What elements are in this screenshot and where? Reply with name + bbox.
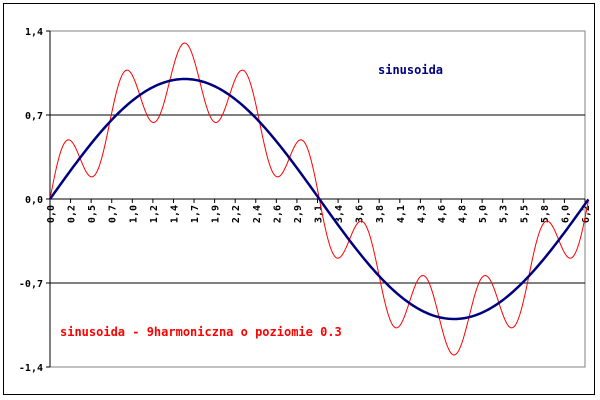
- x-tick-label: 6,2: [581, 205, 592, 223]
- y-tick-label: 0,0: [25, 195, 43, 206]
- x-tick-label: 1,0: [128, 205, 139, 223]
- x-tick-label: 0,2: [67, 205, 78, 223]
- y-tick-label: -0,7: [19, 279, 43, 290]
- x-tick-label: 3,4: [334, 205, 345, 223]
- y-tick-labels: 1,4 0,7 0,0 -0,7 -1,4: [19, 27, 50, 374]
- x-tick-label: 6,0: [560, 205, 571, 223]
- series-lines: [48, 42, 590, 356]
- x-tick-label: 4,6: [437, 205, 448, 223]
- x-tick-label: 5,0: [478, 205, 489, 223]
- x-tick-label: 4,1: [396, 205, 407, 223]
- x-tick-label: 5,3: [499, 205, 510, 223]
- x-tick-label: 5,5: [519, 205, 530, 223]
- x-tick-label: 0,0: [46, 205, 57, 223]
- x-tick-label: 4,8: [458, 205, 469, 223]
- x-tick-label: 1,7: [190, 205, 201, 223]
- y-tick-label: 1,4: [25, 27, 43, 38]
- x-tick-label: 1,4: [169, 205, 180, 223]
- x-tick-label: 4,3: [416, 205, 427, 223]
- x-tick-label: 2,6: [272, 205, 283, 223]
- x-tick-label: 0,5: [87, 205, 98, 223]
- x-tick-label: 3,1: [314, 205, 325, 223]
- annotation-harmonic: sinusoida - 9harmoniczna o poziomie 0.3: [60, 325, 342, 339]
- x-tick-label: 2,4: [252, 205, 263, 223]
- x-tick-labels: 0,0 0,2 0,5 0,7 1,0 1,2 1,4 1,7 1,9 2,2 2,4 2,6 2,9 3…: [46, 199, 592, 223]
- annotation-sinusoida: sinusoida: [378, 63, 443, 77]
- x-tick-label: 5,8: [540, 205, 551, 223]
- x-tick-label: 1,9: [211, 205, 222, 223]
- x-tick-label: 2,9: [293, 205, 304, 223]
- x-tick-label: 0,7: [108, 205, 119, 223]
- grid-lines: [50, 114, 585, 284]
- x-tick-label: 3,6: [355, 205, 366, 223]
- y-tick-label: -1,4: [19, 363, 43, 374]
- x-tick-label: 3,8: [375, 205, 386, 223]
- x-tick-label: 2,2: [231, 205, 242, 223]
- series-line-sinusoida: [48, 77, 590, 321]
- x-tick-label: 1,2: [149, 205, 160, 223]
- y-tick-label: 0,7: [25, 111, 43, 122]
